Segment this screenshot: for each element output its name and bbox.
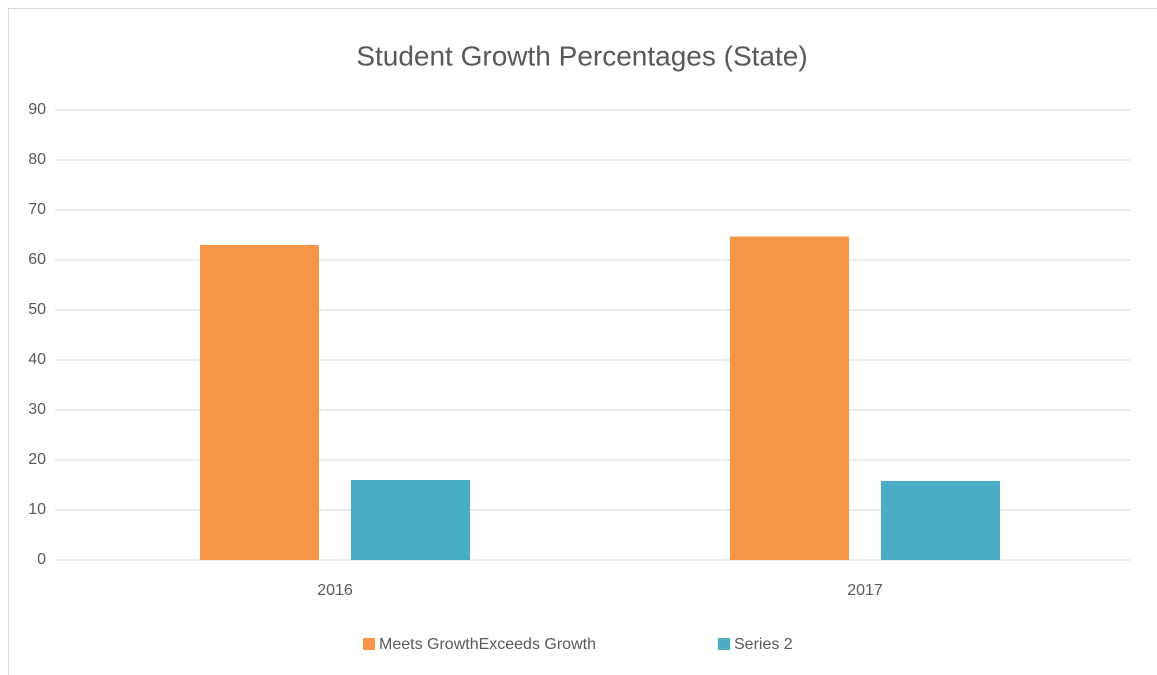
legend-label: Meets GrowthExceeds Growth (379, 636, 596, 653)
legend-label: Series 2 (734, 636, 793, 653)
legend-swatch (718, 638, 730, 650)
legend-swatch (363, 638, 375, 650)
bar (881, 481, 1000, 560)
bar (730, 236, 849, 560)
y-tick-label: 30 (28, 401, 46, 418)
y-tick-label: 60 (28, 251, 46, 268)
y-tick-label: 40 (28, 351, 46, 368)
x-tick-label: 2017 (847, 582, 883, 599)
y-tick-label: 0 (37, 551, 46, 568)
chart-title: Student Growth Percentages (State) (356, 40, 807, 71)
bar (351, 480, 470, 560)
y-tick-label: 20 (28, 451, 46, 468)
y-tick-label: 90 (28, 101, 46, 118)
x-tick-label: 2016 (317, 582, 353, 599)
y-tick-label: 70 (28, 201, 46, 218)
chart-border (8, 8, 1157, 675)
y-tick-label: 80 (28, 151, 46, 168)
y-tick-label: 10 (28, 501, 46, 518)
bar (200, 245, 319, 560)
y-tick-label: 50 (28, 301, 46, 318)
